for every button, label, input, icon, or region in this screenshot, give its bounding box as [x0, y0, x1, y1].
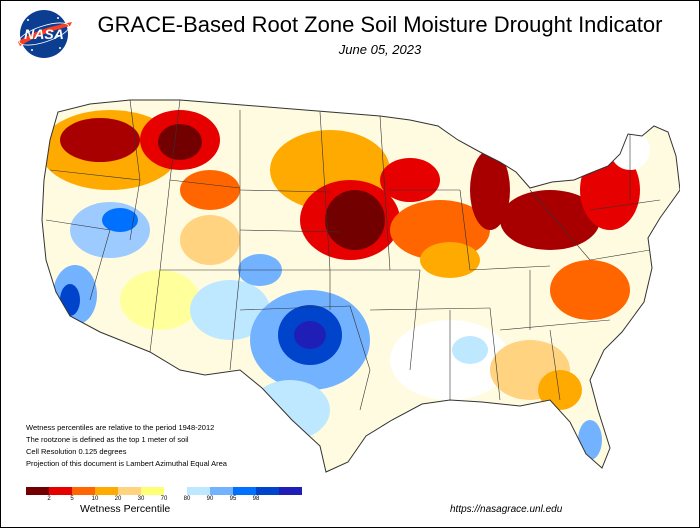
legend-swatch — [141, 487, 164, 495]
note-resolution: Cell Resolution 0.125 degrees — [26, 447, 127, 456]
legend-swatch — [49, 487, 72, 495]
note-projection: Projection of this document is Lambert A… — [26, 459, 227, 468]
legend-swatch — [210, 487, 233, 495]
legend-colorbar — [26, 487, 302, 495]
state-boundaries — [41, 99, 680, 473]
map-date: June 05, 2023 — [338, 42, 422, 57]
legend-tick-label: 30 — [137, 496, 145, 502]
legend-swatch — [72, 487, 95, 495]
map-notes: Wetness percentiles are relative to the … — [26, 422, 227, 470]
legend-tick-label: 20 — [114, 496, 122, 502]
legend-tick-label: 90 — [206, 496, 214, 502]
legend-swatch — [164, 487, 187, 495]
legend-tick-label: 5 — [70, 496, 74, 502]
legend-title: Wetness Percentile — [80, 503, 171, 515]
legend-tick-label: 80 — [183, 496, 191, 502]
legend-swatch — [256, 487, 279, 495]
nasa-logo: NASA — [18, 10, 72, 58]
legend-swatch — [233, 487, 256, 495]
legend-swatch — [95, 487, 118, 495]
legend-tick-label: 98 — [252, 496, 260, 502]
note-rootzone: The rootzone is defined as the top 1 met… — [26, 435, 189, 444]
nasa-logo-text: NASA — [24, 26, 64, 42]
legend-swatch — [26, 487, 49, 495]
note-period: Wetness percentiles are relative to the … — [26, 423, 215, 432]
legend-tick-label: 10 — [91, 496, 99, 502]
legend-tick-label: 95 — [229, 496, 237, 502]
legend-ticks: 2 5 10 20 30 70 80 90 95 98 — [26, 495, 302, 505]
legend-swatch — [187, 487, 210, 495]
legend-tick-label: 70 — [160, 496, 168, 502]
map-title: GRACE-Based Root Zone Soil Moisture Drou… — [97, 12, 663, 37]
us-drought-map — [41, 99, 680, 473]
source-url: https://nasagrace.unl.edu — [450, 504, 563, 515]
wetness-legend: 2 5 10 20 30 70 80 90 95 98 — [26, 487, 302, 505]
legend-tick-label: 2 — [47, 496, 51, 502]
legend-swatch — [118, 487, 141, 495]
legend-swatch — [279, 487, 302, 495]
